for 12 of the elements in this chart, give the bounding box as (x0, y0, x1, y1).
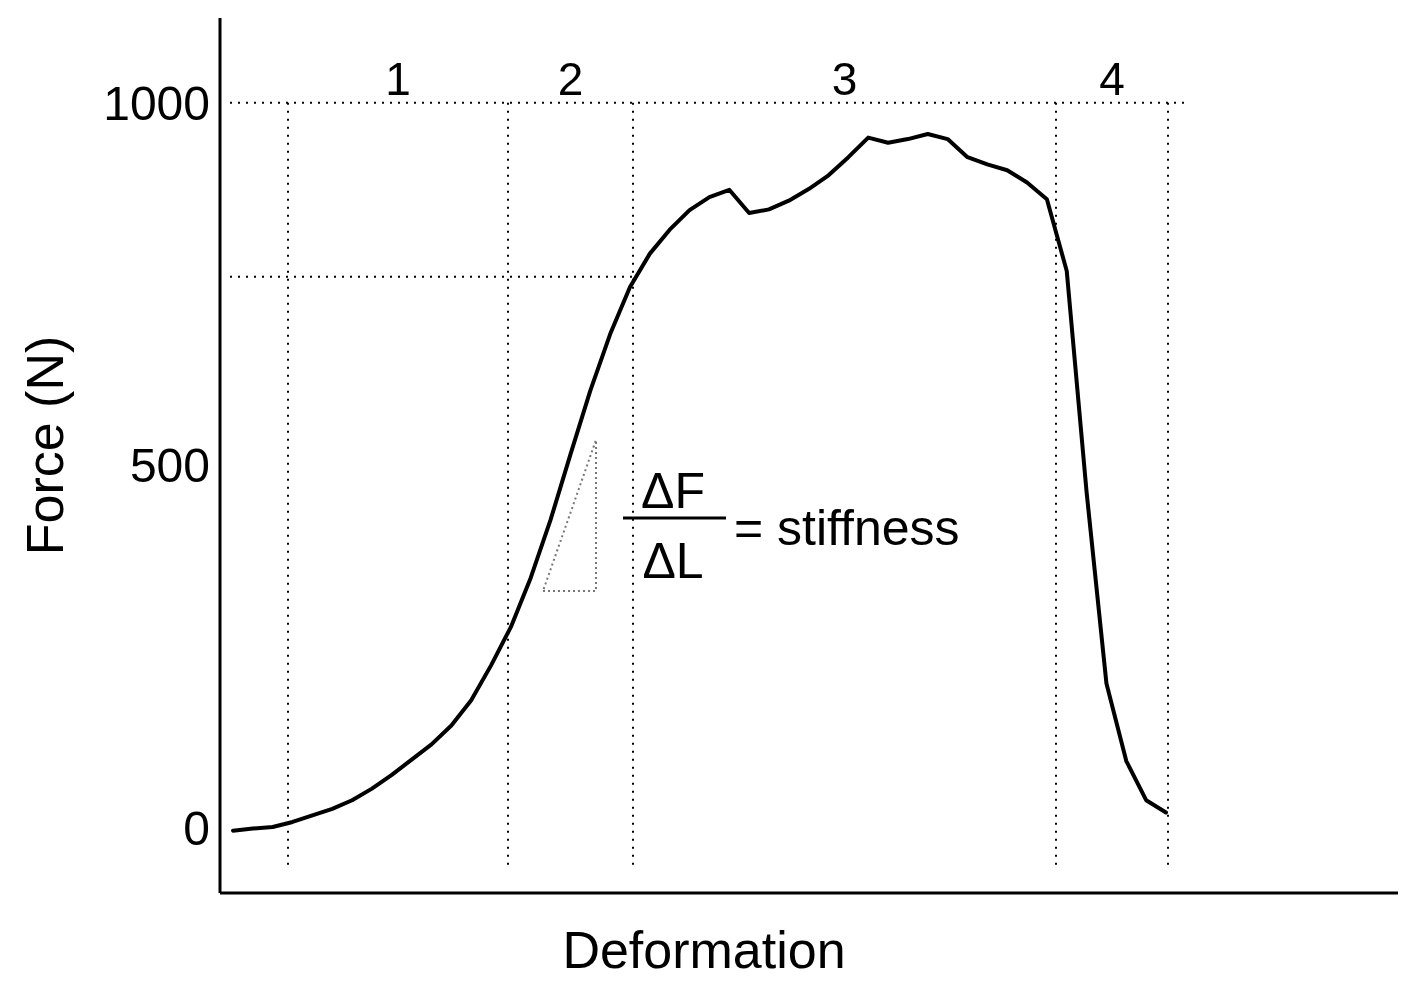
annotation: ΔF (641, 463, 705, 519)
annotation: 2 (557, 52, 584, 105)
y-tick-label: 0 (183, 801, 210, 855)
annotation: = stiffness (734, 500, 960, 556)
y-axis-title: Force (N) (16, 335, 74, 556)
annotation: ΔL (642, 533, 704, 589)
annotation: 3 (831, 52, 858, 105)
annotation: 1 (385, 52, 411, 105)
y-tick-label: 1000 (103, 76, 210, 130)
x-axis-title: Deformation (562, 921, 846, 979)
annotation: 4 (1099, 52, 1125, 105)
y-tick-label: 500 (129, 439, 210, 493)
